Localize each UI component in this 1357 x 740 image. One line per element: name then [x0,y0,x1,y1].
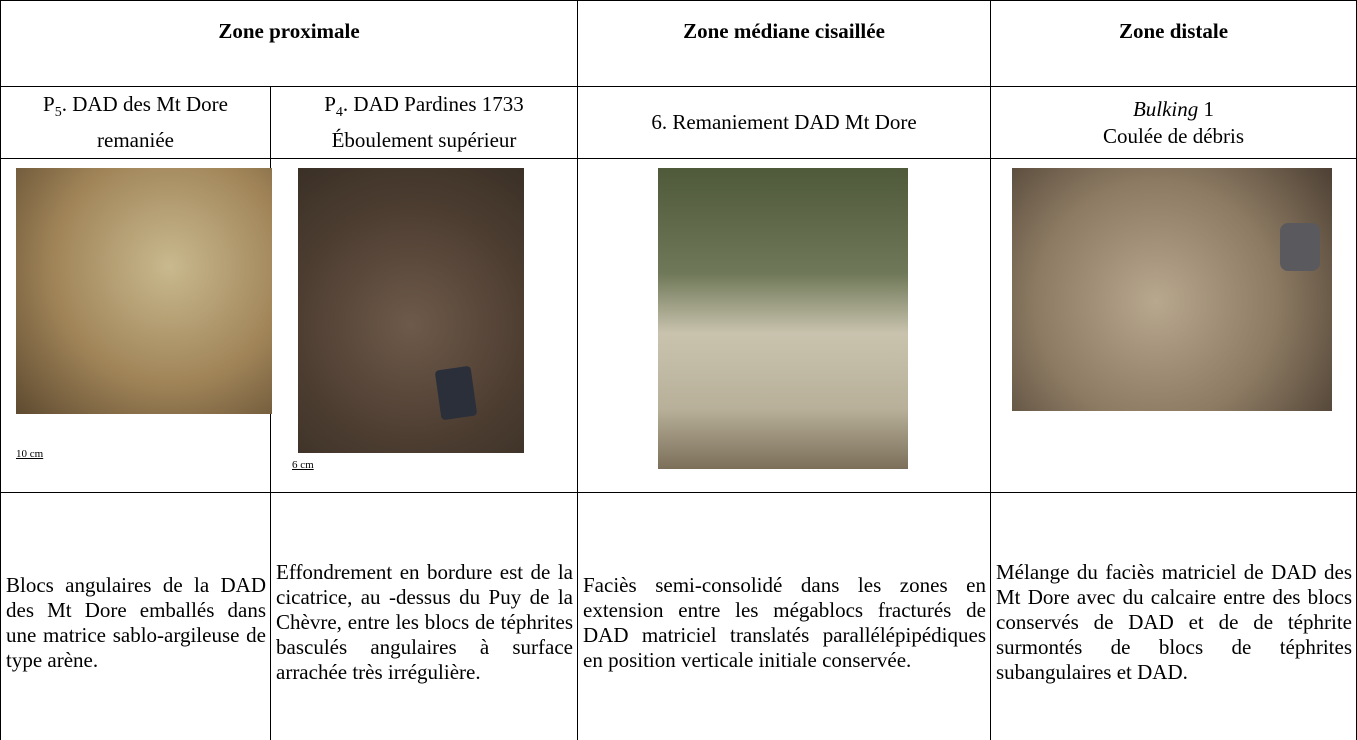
description: Mélange du faciès matriciel de DAD des M… [996,560,1352,684]
facies-label: Bulking 1 Coulée de débris [990,86,1357,158]
label-text: . DAD des Mt Dore [61,92,228,117]
description-cell: Effondrement en bordure est de la cicatr… [270,492,577,740]
label-line2: remaniée [97,127,174,152]
label-prefix: P [43,92,55,117]
label-subscript: 5 [54,105,62,121]
scale-label: 10 cm [16,448,44,460]
description-cell: Blocs angulaires de la DAD des Mt Dore e… [0,492,270,740]
description: Effondrement en bordure est de la cicatr… [276,560,573,684]
label-text: 1 [1203,96,1215,121]
label-subscript: 4 [335,105,343,121]
photo-cell [0,158,270,492]
zone-header: Zone proximale [0,0,577,86]
label-italic: Bulking [1132,96,1199,121]
zone-title: Zone proximale [218,19,360,43]
description: Blocs angulaires de la DAD des Mt Dore e… [6,572,266,672]
photo [298,168,524,453]
label-text: . DAD Pardines 1733 [342,92,524,117]
zone-header: Zone distale [990,0,1357,86]
label-line2: Éboulement supérieur [331,127,517,152]
description-cell: Faciès semi-consolidé dans les zones en … [577,492,990,740]
facies-label: P5. DAD des Mt Dore remaniée [0,86,270,158]
scale-label: 6 cm [292,459,314,471]
facies-label: P4. DAD Pardines 1733 Éboulement supérie… [270,86,577,158]
description: Faciès semi-consolidé dans les zones en … [583,572,986,672]
photo-detail [434,365,478,421]
label-line2: Coulée de débris [1102,123,1245,148]
photo-detail [1280,223,1320,271]
photo-cell [577,158,990,492]
label-prefix: P [324,92,336,117]
facies-label: 6. Remaniement DAD Mt Dore [577,86,990,158]
label-text: 6. Remaniement DAD Mt Dore [651,110,917,134]
zone-header: Zone médiane cisaillée [577,0,990,86]
zone-title: Zone médiane cisaillée [683,19,885,43]
zone-title: Zone distale [1118,19,1229,43]
description-cell: Mélange du faciès matriciel de DAD des M… [990,492,1357,740]
photo [1012,168,1332,411]
photo [16,168,272,414]
photo [658,168,908,469]
